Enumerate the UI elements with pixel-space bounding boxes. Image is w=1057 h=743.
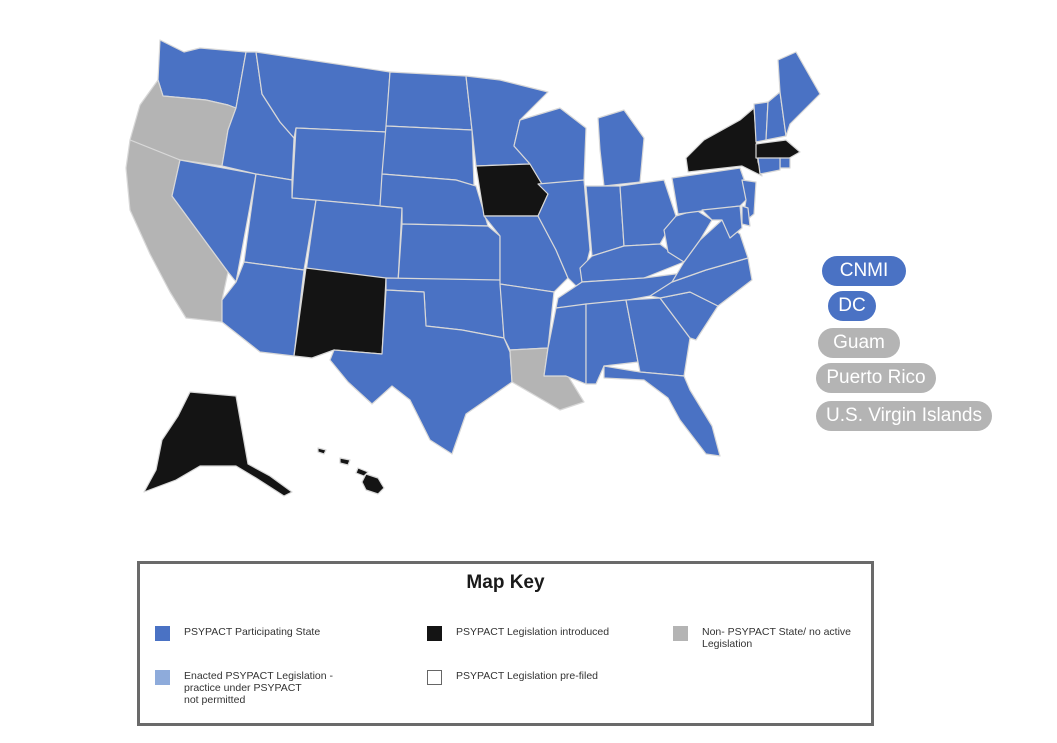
state-nd[interactable]: [385, 71, 473, 131]
state-il[interactable]: [537, 179, 591, 291]
territory-us-virgin-islands[interactable]: U.S. Virgin Islands: [816, 401, 992, 431]
state-me[interactable]: [777, 51, 821, 137]
territory-cnmi[interactable]: CNMI: [822, 256, 906, 286]
territory-puerto-rico[interactable]: Puerto Rico: [816, 363, 936, 393]
key-swatch-introduced: [427, 626, 442, 641]
state-pa[interactable]: [671, 167, 751, 215]
state-de[interactable]: [741, 205, 751, 227]
key-swatch-non-psypact: [673, 626, 688, 641]
key-swatch-prefiled: [427, 670, 442, 685]
state-mi[interactable]: [597, 109, 645, 187]
key-label-enacted-not-permitted: Enacted PSYPACT Legislation - practice u…: [184, 670, 334, 706]
key-item-prefiled: PSYPACT Legislation pre-filed: [427, 670, 598, 685]
state-ma[interactable]: [755, 139, 801, 161]
state-in[interactable]: [585, 185, 625, 257]
key-swatch-enacted-not-permitted: [155, 670, 170, 685]
state-fl[interactable]: [603, 365, 721, 457]
key-item-non-psypact: Non- PSYPACT State/ no active Legislatio…: [673, 626, 851, 650]
key-label-participating: PSYPACT Participating State: [184, 626, 321, 638]
territory-guam[interactable]: Guam: [818, 328, 900, 358]
state-ri[interactable]: [779, 157, 791, 169]
map-key: Map Key PSYPACT Participating State PSYP…: [137, 561, 874, 726]
territory-dc[interactable]: DC: [828, 291, 876, 321]
key-item-introduced: PSYPACT Legislation introduced: [427, 626, 609, 641]
state-nv[interactable]: [171, 159, 257, 283]
state-ny[interactable]: [685, 107, 763, 177]
state-ct[interactable]: [757, 157, 781, 175]
map-key-title: Map Key: [466, 572, 545, 593]
state-tx[interactable]: [329, 289, 513, 455]
state-ak[interactable]: [143, 391, 293, 497]
state-ar[interactable]: [499, 283, 555, 351]
state-hi[interactable]: [317, 447, 385, 495]
key-label-prefiled: PSYPACT Legislation pre-filed: [456, 670, 599, 682]
state-ks[interactable]: [397, 223, 501, 283]
key-swatch-participating: [155, 626, 170, 641]
state-wy[interactable]: [291, 127, 387, 207]
state-md[interactable]: [701, 205, 743, 239]
key-label-non-psypact: Non- PSYPACT State/ no active Legislatio…: [702, 626, 852, 650]
key-item-participating: PSYPACT Participating State: [155, 626, 320, 641]
state-wv[interactable]: [663, 209, 713, 263]
key-label-introduced: PSYPACT Legislation introduced: [456, 626, 610, 638]
key-item-enacted-not-permitted: Enacted PSYPACT Legislation - practice u…: [155, 670, 333, 706]
us-states-map: [125, 39, 821, 497]
state-nm[interactable]: [293, 267, 387, 359]
state-az[interactable]: [221, 261, 305, 357]
